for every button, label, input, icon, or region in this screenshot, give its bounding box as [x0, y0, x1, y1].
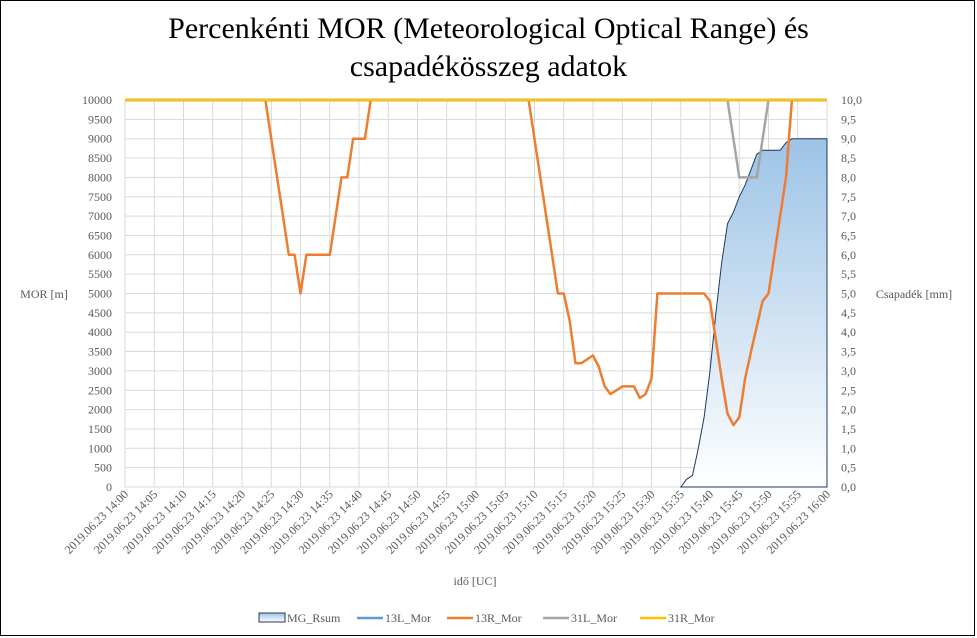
y-tick-label-left: 10000 [82, 93, 112, 107]
y-tick-label-left: 2500 [88, 383, 112, 397]
y-tick-label-right: 6,5 [841, 228, 856, 242]
y-tick-label-right: 1,5 [841, 422, 856, 436]
series-layer [125, 98, 828, 488]
y-tick-label-left: 0 [106, 480, 112, 494]
series-line-13R_Mor [125, 98, 827, 427]
y-tick-label-left: 9500 [88, 112, 112, 126]
chart-title-line-1: Percenkénti MOR (Meteorological Optical … [168, 12, 809, 45]
y-tick-label-left: 1500 [88, 422, 112, 436]
y-tick-label-right: 1,0 [841, 441, 856, 455]
y-tick-label-right: 3,0 [841, 364, 856, 378]
y-tick-label-left: 4500 [88, 306, 112, 320]
legend-label-13L_Mor: 13L_Mor [385, 611, 431, 625]
y-tick-label-right: 8,5 [841, 151, 856, 165]
y-tick-label-left: 4000 [88, 325, 112, 339]
y-tick-label-right: 7,5 [841, 190, 856, 204]
y-tick-label-right: 4,0 [841, 325, 856, 339]
y-axis-label-right: Csapadék [mm] [876, 287, 952, 301]
legend-label-MG_Rsum: MG_Rsum [287, 611, 341, 625]
y-tick-label-left: 5500 [88, 267, 112, 281]
y-tick-label-left: 6500 [88, 228, 112, 242]
y-tick-label-right: 5,0 [841, 287, 856, 301]
y-tick-label-left: 2000 [88, 403, 112, 417]
y-axis-label-left: MOR [m] [20, 287, 68, 301]
y-tick-label-left: 1000 [88, 441, 112, 455]
y-tick-label-left: 7000 [88, 209, 112, 223]
y-tick-label-right: 2,5 [841, 383, 856, 397]
y-tick-label-left: 3000 [88, 364, 112, 378]
y-tick-label-left: 3500 [88, 345, 112, 359]
y-tick-label-left: 7500 [88, 190, 112, 204]
y-tick-label-right: 4,5 [841, 306, 856, 320]
x-axis-label: idő [UC] [454, 574, 497, 588]
y-tick-label-right: 7,0 [841, 209, 856, 223]
y-tick-label-left: 9000 [88, 132, 112, 146]
y-tick-label-right: 0,0 [841, 480, 856, 494]
y-tick-label-right: 2,0 [841, 403, 856, 417]
y-tick-label-right: 8,0 [841, 170, 856, 184]
y-tick-label-left: 5000 [88, 287, 112, 301]
y-tick-label-right: 10,0 [841, 93, 862, 107]
legend-label-31L_Mor: 31L_Mor [571, 611, 617, 625]
y-tick-label-right: 5,5 [841, 267, 856, 281]
legend-label-13R_Mor: 13R_Mor [475, 611, 522, 625]
y-tick-label-right: 6,0 [841, 248, 856, 262]
y-tick-label-left: 6000 [88, 248, 112, 262]
y-tick-label-left: 500 [94, 461, 112, 475]
legend-swatch-MG_Rsum [258, 612, 286, 623]
y-tick-label-left: 8500 [88, 151, 112, 165]
chart-title-line-2: csapadékösszeg adatok [349, 50, 628, 83]
y-tick-label-right: 0,5 [841, 461, 856, 475]
y-tick-label-left: 8000 [88, 170, 112, 184]
y-tick-label-right: 9,0 [841, 132, 856, 146]
legend-label-31R_Mor: 31R_Mor [668, 611, 715, 625]
legend: MG_Rsum 13L_Mor 13R_Mor 31L_Mor 31R_Mor [258, 611, 715, 625]
y-tick-label-right: 3,5 [841, 345, 856, 359]
y-tick-label-right: 9,5 [841, 112, 856, 126]
chart-title: Percenkénti MOR (Meteorological Optical … [0, 10, 977, 86]
